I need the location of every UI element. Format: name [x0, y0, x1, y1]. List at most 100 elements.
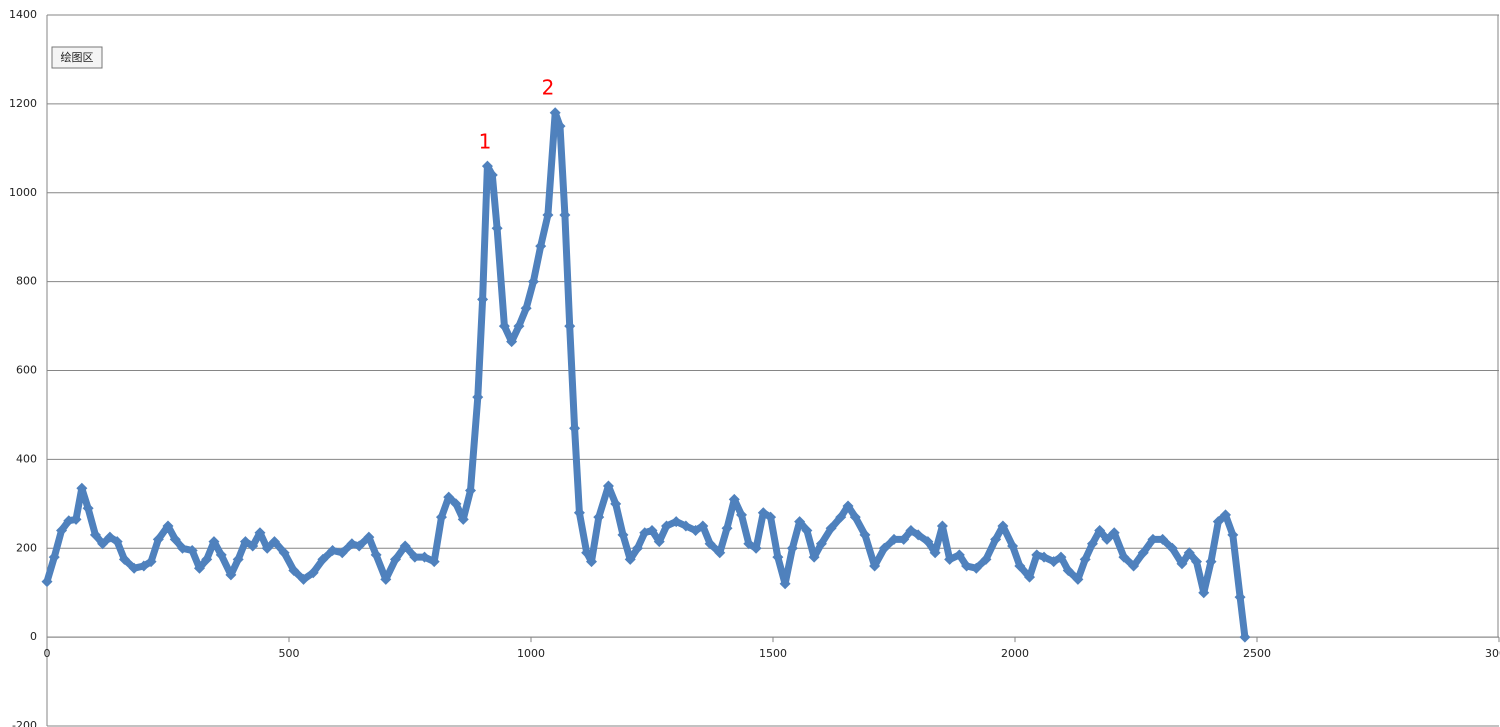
point — [697, 520, 709, 532]
point — [70, 513, 82, 525]
point — [1108, 527, 1120, 539]
point — [443, 491, 455, 503]
point — [750, 542, 762, 554]
point — [1062, 564, 1074, 576]
point — [336, 547, 348, 559]
point — [772, 551, 784, 563]
point — [118, 553, 130, 565]
point — [193, 562, 205, 574]
point — [714, 547, 726, 559]
point — [535, 240, 547, 252]
point — [225, 569, 237, 581]
point — [1024, 571, 1036, 583]
point — [980, 553, 992, 565]
point — [905, 524, 917, 536]
point — [327, 544, 339, 556]
annotation: 2 — [542, 76, 555, 100]
point — [254, 527, 266, 539]
point — [1094, 524, 1106, 536]
point — [506, 336, 518, 348]
point — [1183, 547, 1195, 559]
point — [63, 515, 75, 527]
point — [825, 522, 837, 534]
point — [801, 524, 813, 536]
point — [428, 556, 440, 568]
point — [370, 549, 382, 561]
point — [1118, 551, 1130, 563]
point — [929, 547, 941, 559]
point — [363, 531, 375, 543]
point — [1191, 556, 1202, 568]
point — [486, 169, 498, 181]
point — [389, 553, 401, 565]
point — [559, 209, 571, 221]
point — [48, 551, 60, 563]
point — [990, 533, 1002, 545]
point — [111, 536, 123, 548]
point — [953, 549, 965, 561]
point — [602, 480, 614, 492]
y-tick-label: 0 — [30, 630, 37, 643]
point — [1220, 509, 1232, 521]
annotation: 1 — [479, 130, 492, 154]
point — [1198, 587, 1210, 599]
y-tick-label: 1000 — [9, 186, 37, 199]
point — [215, 549, 227, 561]
point — [1239, 631, 1251, 643]
point — [757, 507, 769, 519]
point — [162, 520, 174, 532]
point — [232, 553, 244, 565]
tooltip: 绘图区 — [51, 46, 103, 69]
point — [549, 107, 561, 119]
point — [1212, 516, 1224, 528]
point — [1014, 560, 1026, 572]
y-tick-label: 1200 — [9, 97, 37, 110]
point — [89, 529, 101, 541]
point — [631, 542, 643, 554]
point — [997, 520, 1009, 532]
point — [646, 524, 658, 536]
point — [653, 536, 665, 548]
point — [247, 540, 259, 552]
x-tick-label: 0 — [44, 647, 51, 660]
point — [457, 513, 469, 525]
y-tick-label: 200 — [16, 541, 37, 554]
point — [380, 573, 392, 585]
point — [56, 524, 68, 536]
point — [690, 524, 702, 536]
point — [593, 511, 605, 523]
point — [353, 540, 365, 552]
x-tick-label: 1000 — [517, 647, 545, 660]
point — [721, 522, 733, 534]
point — [477, 293, 489, 305]
point — [859, 529, 871, 541]
point — [922, 536, 934, 548]
point — [527, 276, 539, 288]
point — [41, 576, 53, 588]
x-tick-label: 2000 — [1001, 647, 1029, 660]
point — [1176, 558, 1188, 570]
point — [1055, 551, 1067, 563]
point — [177, 542, 189, 554]
point — [661, 520, 673, 532]
point — [888, 533, 900, 545]
point — [1234, 591, 1246, 603]
point — [481, 160, 493, 172]
y-tick-label: -200 — [12, 719, 37, 727]
x-tick-label: 500 — [279, 647, 300, 660]
point — [450, 498, 462, 510]
point — [1007, 540, 1019, 552]
point — [239, 536, 251, 548]
point — [670, 516, 682, 528]
point — [815, 538, 827, 550]
point — [278, 547, 290, 559]
point — [317, 553, 329, 565]
point — [786, 542, 798, 554]
point — [169, 533, 181, 545]
point — [152, 533, 164, 545]
point — [307, 567, 319, 579]
point — [76, 482, 88, 494]
point — [298, 573, 310, 585]
point — [104, 531, 116, 543]
point — [498, 320, 510, 332]
